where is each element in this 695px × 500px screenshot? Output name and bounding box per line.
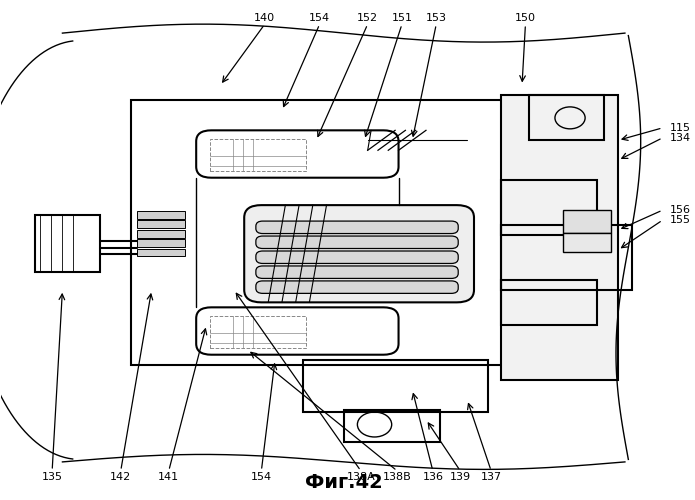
Bar [136,220,185,228]
Bar [210,139,306,171]
FancyBboxPatch shape [256,266,458,278]
Text: 152: 152 [357,13,378,23]
Bar [136,230,185,237]
Text: 138B: 138B [383,472,411,482]
Text: 134: 134 [669,133,691,143]
Text: 141: 141 [158,472,179,482]
Bar [131,100,550,364]
Bar [501,180,598,235]
Text: 115: 115 [669,123,691,133]
Bar [136,239,185,247]
FancyBboxPatch shape [256,281,458,293]
Bar [563,210,611,233]
Text: 136: 136 [423,472,443,482]
FancyBboxPatch shape [256,251,458,264]
Bar [529,96,605,140]
Text: 154: 154 [251,472,272,482]
Text: 135: 135 [42,472,63,482]
Text: 138A: 138A [346,472,375,482]
FancyBboxPatch shape [256,221,458,234]
Text: 156: 156 [669,205,691,215]
Text: 154: 154 [309,13,330,23]
Text: 142: 142 [110,472,131,482]
Text: Фиг.42: Фиг.42 [305,473,382,492]
Text: 139: 139 [450,472,471,482]
Bar [501,96,618,380]
FancyBboxPatch shape [256,236,458,248]
Text: 137: 137 [480,472,502,482]
Bar [210,316,306,348]
Bar [302,360,488,412]
FancyBboxPatch shape [244,205,474,302]
Text: 150: 150 [515,13,536,23]
Bar [501,280,598,325]
Text: 153: 153 [426,13,447,23]
Bar [35,215,100,272]
Text: 155: 155 [669,215,691,225]
Bar [136,210,185,218]
Bar [343,410,440,442]
Bar [136,248,185,256]
Text: 151: 151 [391,13,412,23]
Bar [501,225,632,290]
Bar [563,232,611,252]
Text: 140: 140 [254,13,275,23]
